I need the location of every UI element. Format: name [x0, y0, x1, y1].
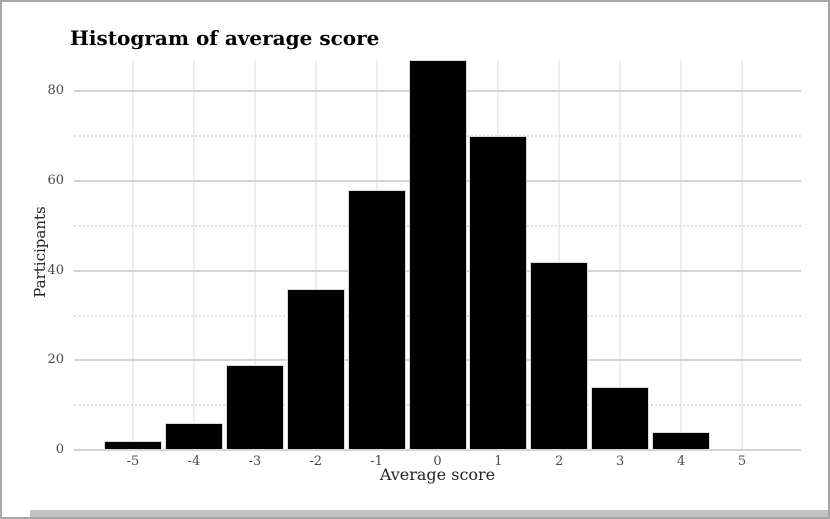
histogram-bar[interactable] — [652, 432, 711, 450]
vertical-gridline — [253, 60, 256, 450]
vertical-gridline — [314, 60, 317, 450]
x-tick-label: 0 — [433, 454, 442, 469]
y-tick-label: 60 — [47, 173, 64, 189]
histogram-bar[interactable] — [164, 423, 223, 450]
vertical-gridline — [619, 60, 622, 450]
vertical-gridline — [680, 60, 683, 450]
x-axis-title: Average score — [379, 465, 496, 484]
x-tick-label: 3 — [616, 454, 625, 469]
vertical-gridline — [192, 60, 195, 450]
y-tick-label: 80 — [47, 83, 64, 99]
x-tick-label: -1 — [370, 454, 383, 469]
histogram-bar[interactable] — [408, 59, 467, 450]
x-tick-label: -2 — [309, 454, 323, 469]
histogram-bar[interactable] — [530, 261, 589, 450]
vertical-gridline — [558, 60, 561, 450]
y-gridline-major — [74, 449, 801, 451]
y-tick-label: 20 — [47, 352, 64, 368]
x-tick-label: 4 — [676, 454, 686, 469]
vertical-gridline — [741, 60, 743, 450]
histogram-bar[interactable] — [591, 387, 650, 450]
x-tick-label: 1 — [494, 454, 503, 469]
x-tick-label: 5 — [737, 454, 747, 469]
y-axis-title: Participants — [31, 206, 49, 298]
chart-title: Histogram of average score — [70, 26, 380, 50]
vertical-gridline — [132, 60, 134, 450]
y-tick-label: 40 — [47, 262, 64, 278]
histogram-bar[interactable] — [225, 364, 284, 450]
x-tick-label: -4 — [187, 454, 201, 469]
scrollbar-horizontal[interactable] — [30, 510, 828, 517]
x-tick-label: -5 — [126, 454, 140, 469]
histogram-bar[interactable] — [286, 288, 345, 450]
histogram-bar[interactable] — [347, 189, 406, 450]
y-tick-label: 0 — [55, 442, 64, 457]
histogram-bar[interactable] — [469, 136, 528, 450]
x-tick-label: 2 — [555, 454, 564, 469]
x-tick-label: -3 — [248, 454, 262, 469]
histogram-bar[interactable] — [104, 441, 162, 450]
